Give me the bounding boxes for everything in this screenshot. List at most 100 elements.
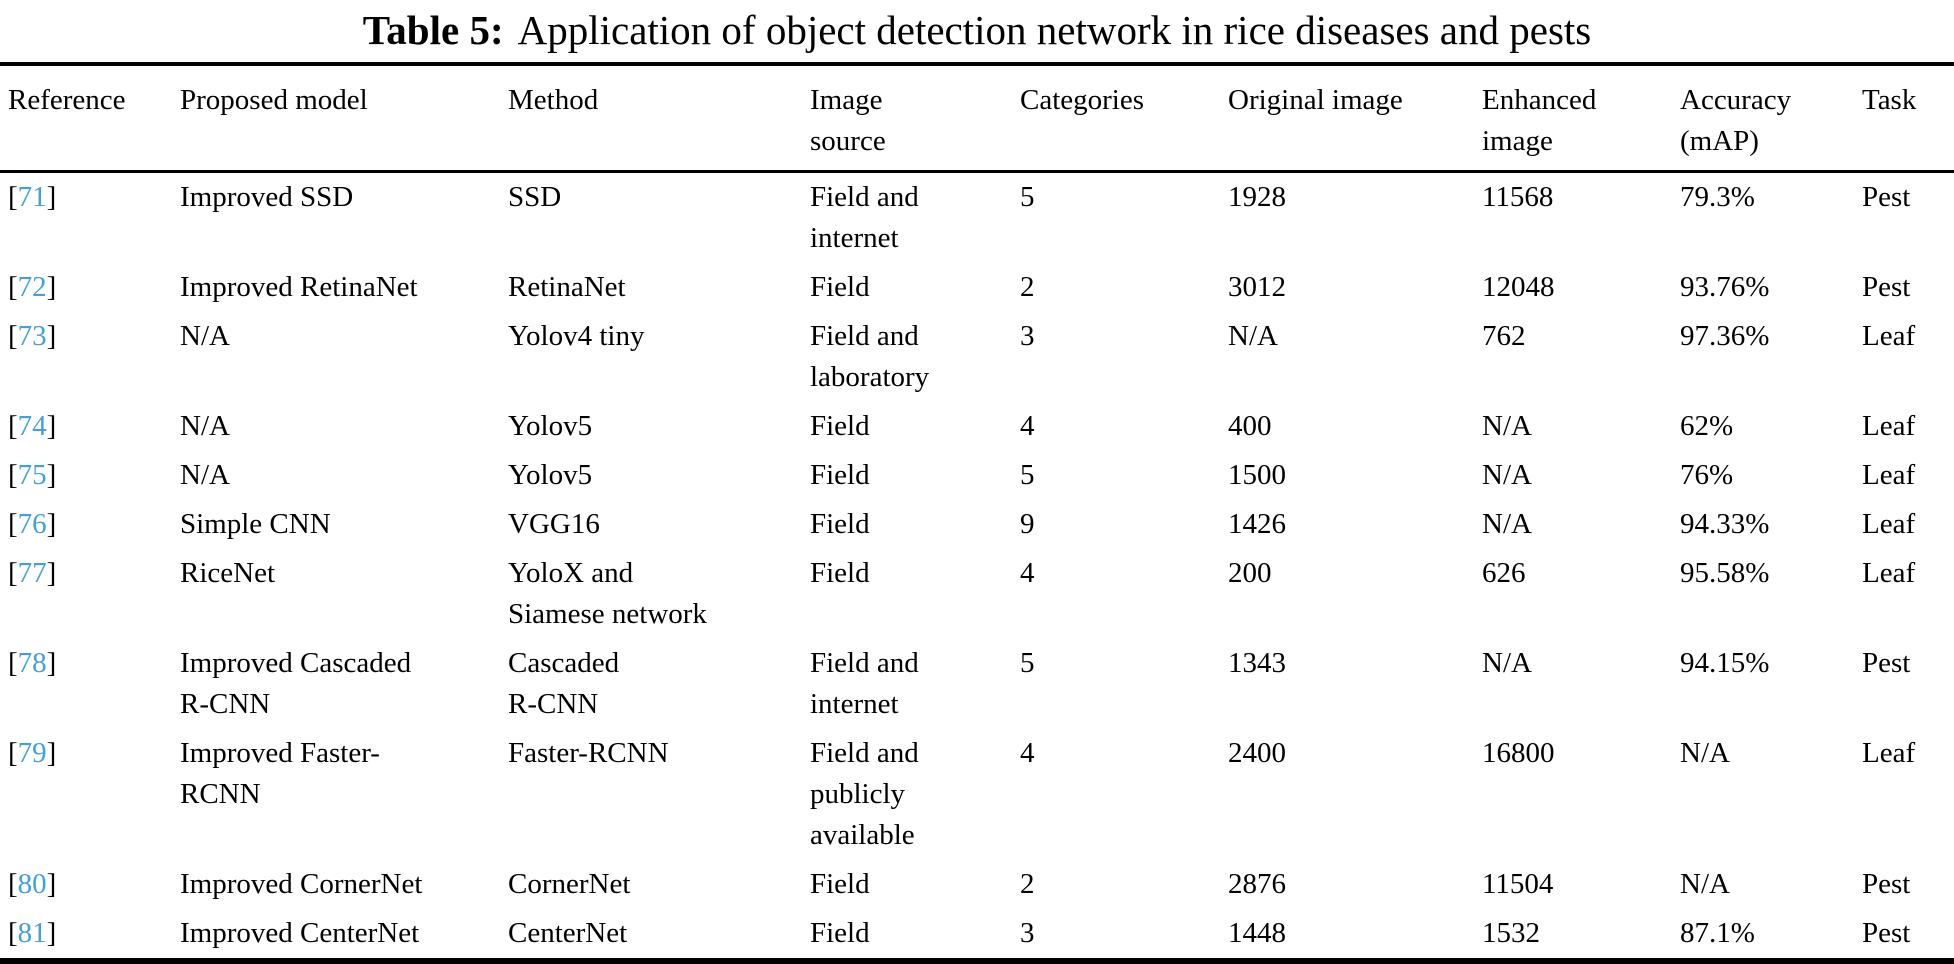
cell-original-image: 3012 (1228, 271, 1286, 303)
cell-accuracy: 76% (1680, 459, 1734, 491)
cell-proposed-model: Improved Cascaded R-CNN (180, 647, 412, 720)
cell-enhanced-image: 11504 (1482, 868, 1554, 900)
citation-bracket-close: ] (46, 737, 57, 769)
cell-accuracy: 95.58% (1680, 557, 1770, 589)
cell-method: Cascaded R-CNN (508, 647, 620, 720)
column-header-proposed-model: Proposed model (180, 64, 508, 173)
cell-enhanced-image: N/A (1482, 410, 1532, 442)
cell-categories: 5 (1020, 459, 1035, 491)
citation-bracket-open: [ (8, 271, 18, 303)
cell-enhanced-image: 626 (1482, 557, 1526, 589)
cell-task: Leaf (1862, 508, 1916, 540)
column-header-image-source: Image source (810, 64, 1020, 173)
cell-image-source: Field and internet (810, 647, 919, 720)
citation-bracket-close: ] (46, 868, 57, 900)
citation-bracket-close: ] (46, 181, 57, 213)
cell-method: CenterNet (508, 917, 628, 949)
table-row: [79] Improved Faster- RCNN Faster-RCNN F… (0, 729, 1954, 860)
cell-task: Pest (1862, 271, 1911, 303)
cell-original-image: 2876 (1228, 868, 1286, 900)
cell-categories: 2 (1020, 271, 1035, 303)
citation-link[interactable]: 81 (17, 917, 47, 949)
cell-task: Pest (1862, 181, 1911, 213)
cell-task: Pest (1862, 917, 1911, 949)
cell-accuracy: 93.76% (1680, 271, 1770, 303)
cell-enhanced-image: N/A (1482, 508, 1532, 540)
cell-proposed-model: RiceNet (180, 557, 276, 589)
citation-link[interactable]: 78 (17, 647, 47, 679)
citation-bracket-close: ] (46, 410, 57, 442)
column-header-enhanced-image: Enhanced image (1482, 64, 1680, 173)
citation-bracket-close: ] (46, 508, 57, 540)
table-row: [81] Improved CenterNet CenterNet Field … (0, 909, 1954, 961)
cell-proposed-model: N/A (180, 459, 230, 491)
citation-bracket-close: ] (46, 917, 57, 949)
citation-link[interactable]: 75 (17, 459, 47, 491)
cell-categories: 3 (1020, 917, 1035, 949)
cell-reference: [80] (0, 860, 180, 909)
column-header-reference: Reference (0, 64, 180, 173)
citation-link[interactable]: 74 (17, 410, 47, 442)
cell-reference: [72] (0, 263, 180, 312)
cell-task: Leaf (1862, 737, 1916, 769)
citation-link[interactable]: 79 (17, 737, 47, 769)
cell-categories: 4 (1020, 737, 1035, 769)
citation-link[interactable]: 76 (17, 508, 47, 540)
cell-method: RetinaNet (508, 271, 626, 303)
cell-task: Leaf (1862, 410, 1916, 442)
cell-categories: 4 (1020, 557, 1035, 589)
citation-bracket-open: [ (8, 557, 18, 589)
cell-image-source: Field (810, 557, 870, 589)
cell-image-source: Field (810, 271, 870, 303)
table-row: [75] N/A Yolov5 Field 5 1500 N/A 76% Lea… (0, 451, 1954, 500)
cell-categories: 5 (1020, 181, 1035, 213)
cell-image-source: Field (810, 508, 870, 540)
cell-categories: 4 (1020, 410, 1035, 442)
cell-enhanced-image: N/A (1482, 459, 1532, 491)
table-row: [74] N/A Yolov5 Field 4 400 N/A 62% Leaf (0, 402, 1954, 451)
cell-reference: [77] (0, 549, 180, 639)
cell-method: VGG16 (508, 508, 600, 540)
cell-original-image: 1426 (1228, 508, 1286, 540)
table-row: [72] Improved RetinaNet RetinaNet Field … (0, 263, 1954, 312)
citation-link[interactable]: 71 (17, 181, 47, 213)
cell-reference: [71] (0, 172, 180, 264)
cell-method: Yolov5 (508, 459, 593, 491)
cell-original-image: 1928 (1228, 181, 1286, 213)
citation-link[interactable]: 73 (17, 320, 47, 352)
citation-link[interactable]: 72 (17, 271, 47, 303)
cell-enhanced-image: 762 (1482, 320, 1526, 352)
cell-accuracy: 62% (1680, 410, 1734, 442)
cell-image-source: Field and laboratory (810, 320, 930, 393)
cell-task: Leaf (1862, 459, 1916, 491)
citation-bracket-open: [ (8, 917, 18, 949)
cell-accuracy: N/A (1680, 868, 1730, 900)
cell-proposed-model: Improved SSD (180, 181, 354, 213)
citation-link[interactable]: 80 (17, 868, 47, 900)
table-row: [78] Improved Cascaded R-CNN Cascaded R-… (0, 639, 1954, 729)
cell-original-image: 200 (1228, 557, 1272, 589)
cell-original-image: 2400 (1228, 737, 1286, 769)
cell-reference: [78] (0, 639, 180, 729)
cell-task: Pest (1862, 647, 1911, 679)
citation-bracket-close: ] (46, 647, 57, 679)
cell-method: Yolov5 (508, 410, 593, 442)
table-header: Reference Proposed model Method Image so… (0, 64, 1954, 173)
citation-bracket-open: [ (8, 647, 18, 679)
citation-bracket-open: [ (8, 508, 18, 540)
cell-task: Leaf (1862, 320, 1916, 352)
table-caption-text: Application of object detection network … (517, 7, 1592, 53)
cell-image-source: Field (810, 917, 870, 949)
cell-reference: [79] (0, 729, 180, 860)
citation-bracket-open: [ (8, 410, 18, 442)
cell-accuracy: 87.1% (1680, 917, 1755, 949)
table-row: [80] Improved CornerNet CornerNet Field … (0, 860, 1954, 909)
cell-accuracy: 94.33% (1680, 508, 1770, 540)
cell-proposed-model: N/A (180, 410, 230, 442)
column-header-method: Method (508, 64, 810, 173)
citation-link[interactable]: 77 (17, 557, 47, 589)
column-header-task: Task (1862, 64, 1954, 173)
cell-accuracy: 94.15% (1680, 647, 1770, 679)
cell-reference: [74] (0, 402, 180, 451)
table-row: [71] Improved SSD SSD Field and internet… (0, 172, 1954, 264)
